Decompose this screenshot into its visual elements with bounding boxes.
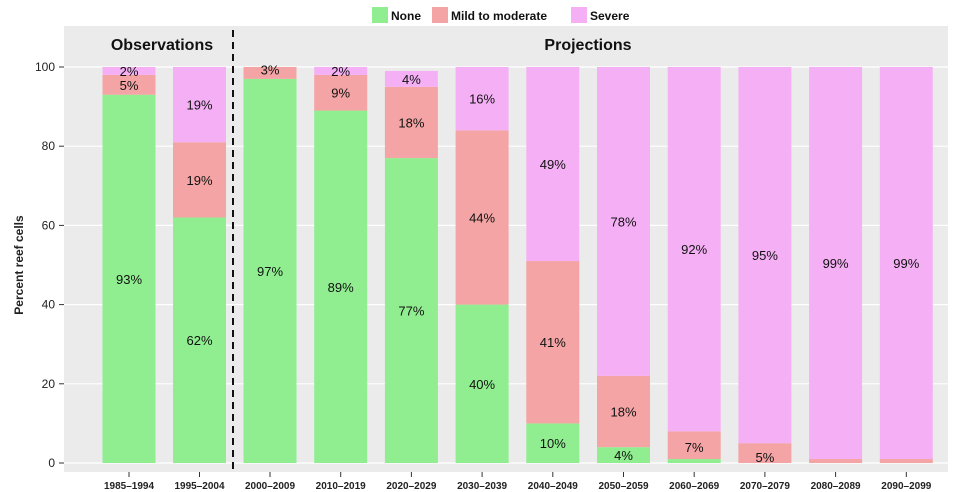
data-label: 41%	[540, 335, 566, 350]
bars: 93%5%2%62%19%19%97%3%89%9%2%77%18%4%40%4…	[102, 63, 933, 465]
x-tick-label: 2070–2079	[740, 481, 790, 492]
legend-label: Severe	[590, 9, 630, 23]
legend-swatch	[432, 7, 448, 23]
data-label: 78%	[610, 214, 636, 229]
bar-segment	[455, 304, 509, 463]
y-tick-label: 100	[35, 60, 55, 74]
data-label: 19%	[186, 98, 212, 113]
bar-segment	[809, 67, 863, 460]
x-tick-label: 2080–2089	[811, 481, 861, 492]
data-label: 99%	[823, 256, 849, 271]
data-label: 99%	[893, 256, 919, 271]
bar-segment	[243, 78, 297, 463]
data-label: 49%	[540, 157, 566, 172]
bar-segment	[597, 447, 650, 463]
y-tick-label: 20	[42, 377, 56, 391]
data-label: 2%	[331, 64, 350, 79]
x-tick-label: 2090–2099	[881, 481, 931, 492]
bar-segment	[173, 142, 226, 218]
bar-segment	[173, 217, 226, 463]
y-tick-label: 0	[48, 456, 55, 470]
legend-label: Mild to moderate	[451, 9, 547, 23]
bar-segment	[526, 67, 580, 262]
y-tick-label: 80	[42, 139, 56, 153]
x-tick-label: 2020–2029	[386, 481, 436, 492]
data-label: 93%	[116, 272, 142, 287]
bar-segment	[314, 74, 368, 111]
data-label: 2%	[120, 64, 139, 79]
x-tick-label: 2060–2069	[669, 481, 719, 492]
x-tick-label: 1995–2004	[174, 481, 224, 492]
bar-segment	[667, 431, 721, 460]
x-tick-label: 1985–1994	[104, 481, 154, 492]
data-label: 5%	[756, 450, 775, 465]
bar-segment	[102, 94, 156, 463]
data-label: 4%	[402, 72, 421, 87]
bar-segment	[526, 423, 580, 463]
y-tick-label: 40	[42, 298, 56, 312]
bar-segment	[526, 261, 580, 424]
x-tick-label: 2050–2059	[598, 481, 648, 492]
data-label: 40%	[469, 377, 495, 392]
bar-segment	[738, 67, 792, 444]
x-tick-label: 2040–2049	[528, 481, 578, 492]
bar-segment	[314, 67, 368, 75]
bar-segment	[667, 67, 721, 432]
bar-segment	[597, 67, 650, 376]
data-label: 92%	[681, 242, 707, 257]
bar-segment	[384, 86, 438, 159]
data-label: 9%	[331, 86, 350, 101]
x-axis: 1985–1994 1995–2004 2000–2009 2010–2019 2020…	[104, 472, 932, 492]
bar-segment	[102, 74, 156, 95]
data-label: 5%	[120, 78, 139, 93]
data-label: 97%	[257, 264, 283, 279]
panel-title-projections: Projections	[544, 37, 631, 54]
bar-segment	[455, 67, 509, 131]
bar-segment	[879, 459, 933, 463]
x-tick-label: 2010–2019	[316, 481, 366, 492]
x-tick-label: 2030–2039	[457, 481, 507, 492]
bar-segment	[384, 70, 438, 87]
data-label: 18%	[398, 115, 424, 130]
bar-segment	[102, 67, 156, 75]
data-label: 19%	[186, 173, 212, 188]
bar-segment	[738, 443, 792, 463]
data-label: 7%	[685, 440, 704, 455]
panel-title-observations: Observations	[111, 37, 213, 54]
data-label: 16%	[469, 92, 495, 107]
bar-segment	[173, 67, 226, 143]
bar-segment	[879, 67, 933, 460]
y-tick-label: 60	[42, 218, 56, 232]
data-label: 77%	[398, 304, 424, 319]
legend: None Mild to moderate Severe	[372, 7, 630, 23]
data-label: 18%	[610, 405, 636, 420]
legend-swatch	[571, 7, 587, 23]
data-label: 62%	[186, 333, 212, 348]
bar-segment	[384, 158, 438, 463]
y-axis: 0 20 40 60 80 100	[35, 60, 64, 470]
y-axis-label: Percent reef cells	[12, 215, 26, 315]
bar-segment	[455, 130, 509, 305]
x-tick-label: 2000–2009	[245, 481, 295, 492]
bar-segment	[667, 459, 721, 463]
data-label: 10%	[540, 436, 566, 451]
data-label: 89%	[328, 280, 354, 295]
data-label: 44%	[469, 210, 495, 225]
bar-segment	[314, 110, 368, 463]
bar-segment	[809, 459, 863, 463]
legend-label: None	[391, 9, 421, 23]
data-label: 3%	[261, 63, 280, 78]
data-label: 4%	[614, 448, 633, 463]
data-label: 95%	[752, 248, 778, 263]
bar-segment	[243, 67, 297, 79]
legend-swatch	[372, 7, 388, 23]
bar-segment	[597, 375, 650, 448]
